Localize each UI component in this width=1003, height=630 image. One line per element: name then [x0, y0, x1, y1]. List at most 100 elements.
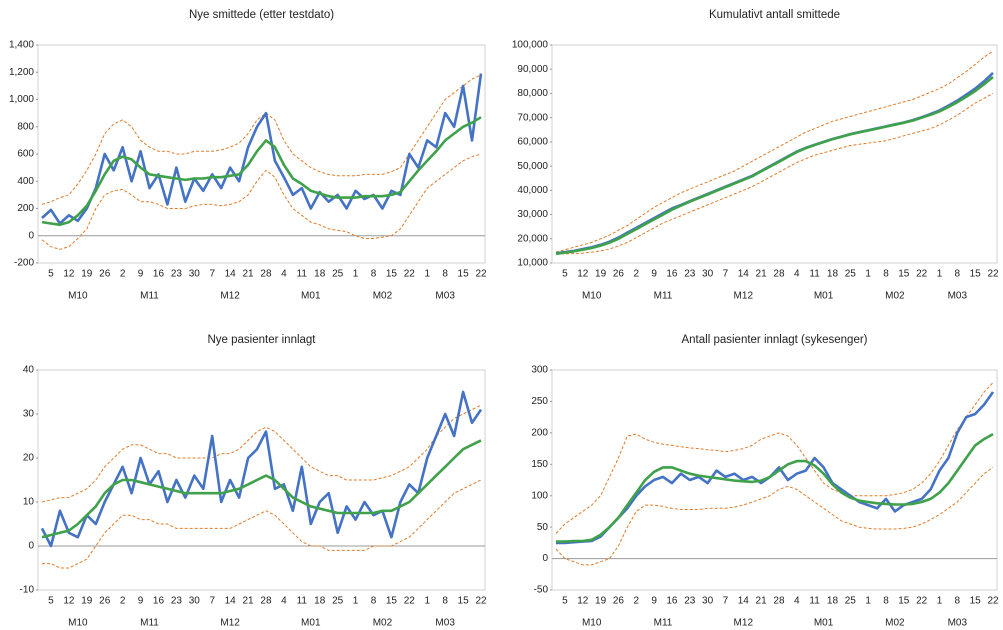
x-tick-label: 5	[562, 596, 568, 607]
x-tick-label: 8	[371, 596, 377, 607]
x-tick-label: 9	[651, 269, 657, 280]
y-tick-label: 10	[23, 497, 35, 508]
x-tick-label: 12	[577, 596, 589, 607]
x-tick-label: 11	[809, 269, 820, 280]
x-tick-label: 22	[916, 269, 928, 280]
y-tick-label: 0	[28, 541, 34, 552]
x-tick-label: 26	[99, 269, 111, 280]
y-tick-label: 100	[531, 490, 548, 501]
x-tick-label: 19	[595, 596, 607, 607]
x-tick-label: 18	[827, 596, 839, 607]
y-tick-label: 20,000	[517, 233, 548, 244]
x-tick-label: 14	[738, 596, 750, 607]
x-tick-label: 15	[898, 269, 910, 280]
x-tick-label: 9	[138, 269, 144, 280]
x-tick-label: 26	[613, 269, 625, 280]
x-tick-label: 28	[260, 596, 272, 607]
x-tick-label: 1	[353, 269, 359, 280]
month-label: M02	[885, 618, 905, 629]
y-tick-label: 200	[17, 203, 34, 214]
y-tick-label: 1,000	[9, 94, 34, 105]
x-tick-label: 22	[475, 269, 487, 280]
y-tick-label: 30,000	[517, 209, 548, 220]
x-tick-label: 1	[424, 596, 430, 607]
month-label: M10	[582, 618, 602, 629]
y-tick-label: 10,000	[517, 258, 548, 269]
series-line	[41, 116, 482, 227]
x-tick-label: 18	[827, 269, 839, 280]
month-label: M11	[140, 618, 159, 629]
x-tick-label: 8	[883, 596, 889, 607]
y-tick-label: 80,000	[517, 88, 548, 99]
x-tick-label: 12	[63, 596, 75, 607]
month-label: M12	[220, 291, 240, 302]
x-tick-label: 23	[684, 269, 696, 280]
y-tick-label: 100,000	[512, 40, 549, 51]
x-tick-label: 1	[937, 596, 943, 607]
month-label: M12	[734, 291, 754, 302]
x-tick-label: 15	[386, 269, 398, 280]
month-label: M01	[301, 291, 321, 302]
x-tick-label: 8	[955, 269, 961, 280]
band-line	[41, 404, 482, 503]
x-tick-label: 26	[99, 596, 111, 607]
y-tick-label: 90,000	[517, 64, 548, 75]
x-tick-label: 11	[297, 269, 308, 280]
x-tick-label: 14	[225, 596, 237, 607]
y-tick-label: 60,000	[517, 137, 548, 148]
x-tick-label: 12	[63, 269, 75, 280]
x-tick-label: 21	[242, 596, 254, 607]
chart-title: Antall pasienter innlagt (sykesenger)	[681, 334, 867, 346]
x-tick-label: 16	[666, 269, 678, 280]
x-tick-label: 15	[970, 269, 982, 280]
x-tick-label: 28	[773, 269, 785, 280]
x-tick-label: 4	[281, 596, 287, 607]
month-label: M01	[814, 618, 834, 629]
chart-title: Kumulativt antall smittede	[709, 9, 840, 21]
x-tick-label: 26	[613, 596, 625, 607]
x-tick-label: 18	[314, 269, 326, 280]
x-tick-label: 22	[987, 269, 999, 280]
y-tick-label: 300	[531, 365, 548, 376]
month-label: M01	[814, 291, 834, 302]
x-tick-label: 21	[242, 269, 254, 280]
x-tick-label: 1	[424, 269, 430, 280]
x-tick-label: 11	[809, 596, 820, 607]
series-line	[555, 75, 994, 256]
band-line	[41, 74, 482, 205]
series-line	[41, 73, 483, 225]
y-tick-label: 40	[23, 365, 35, 376]
x-tick-label: 22	[404, 269, 416, 280]
x-tick-label: 5	[48, 596, 54, 607]
x-tick-label: 2	[633, 596, 639, 607]
x-tick-label: 5	[562, 269, 568, 280]
x-tick-label: 14	[225, 269, 237, 280]
series-line	[40, 390, 483, 548]
y-tick-label: 1,400	[9, 40, 34, 51]
month-label: M02	[373, 618, 393, 629]
band-line	[41, 153, 482, 250]
month-label: M11	[654, 618, 673, 629]
plot-frame	[551, 44, 998, 264]
x-tick-label: 9	[651, 596, 657, 607]
x-tick-label: 28	[773, 596, 785, 607]
y-tick-label: 400	[17, 176, 34, 187]
x-tick-label: 15	[458, 596, 470, 607]
y-tick-label: -10	[20, 585, 35, 596]
band-line	[555, 92, 994, 255]
month-label: M10	[68, 291, 88, 302]
x-tick-label: 1	[937, 269, 943, 280]
chart-title: Nye smittede (etter testdato)	[189, 9, 334, 21]
x-tick-label: 22	[404, 596, 416, 607]
x-tick-label: 7	[723, 596, 729, 607]
y-tick-label: 70,000	[517, 112, 548, 123]
series-line	[556, 432, 994, 543]
y-tick-label: 250	[531, 396, 548, 407]
x-tick-label: 30	[702, 269, 714, 280]
y-tick-label: -200	[14, 258, 34, 269]
month-label: M03	[948, 291, 968, 302]
x-tick-label: 30	[189, 269, 201, 280]
x-tick-label: 25	[332, 596, 344, 607]
x-tick-label: 30	[702, 596, 714, 607]
